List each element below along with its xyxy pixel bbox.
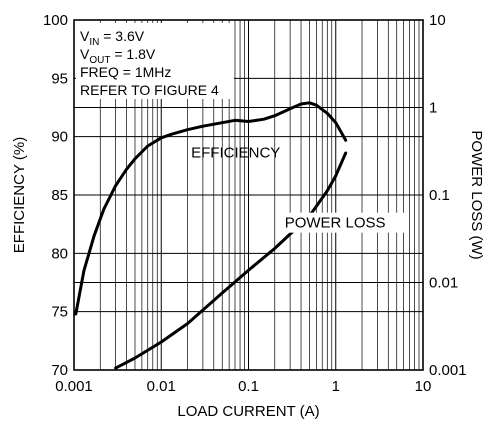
y-axis-label-left: EFFICIENCY (%) — [11, 137, 28, 253]
series-layer — [74, 101, 348, 370]
tick-labels: 0.001 0.01 0.1 1 10 70 75 80 85 90 95 100 0.001 0.01 0… — [43, 12, 467, 395]
y-right-tick-label: 0.1 — [429, 187, 450, 204]
y-left-tick-label: 70 — [51, 362, 68, 379]
y-left-tick-label: 75 — [51, 304, 68, 321]
x-axis-label: LOAD CURRENT (A) — [177, 403, 319, 420]
power-loss-line — [114, 151, 348, 370]
series-label-power-loss: POWER LOSS — [285, 215, 386, 232]
y-left-tick-label: 85 — [51, 187, 68, 204]
y-right-tick-label: 0.01 — [429, 275, 458, 292]
series-label-background — [281, 212, 407, 233]
y-left-tick-label: 95 — [51, 70, 68, 87]
y-axis-label-right: POWER LOSS (W) — [468, 130, 485, 259]
conditions-box: VIN = 3.6V VOUT = 1.8V FREQ = 1MHz REFER… — [76, 23, 234, 99]
y-right-tick-label: 10 — [429, 12, 446, 29]
x-tick-label: 1 — [332, 378, 340, 395]
x-tick-label: 0.001 — [55, 378, 93, 395]
condition-vin: VIN = 3.6V — [80, 28, 145, 48]
x-tick-label: 0.01 — [147, 378, 176, 395]
series-label-efficiency: EFFICIENCY — [191, 145, 280, 162]
condition-figure-ref: REFER TO FIGURE 4 — [80, 82, 219, 98]
y-right-tick-label: 1 — [429, 100, 437, 117]
series-labels: EFFICIENCY POWER LOSS — [191, 145, 407, 233]
y-right-tick-label: 0.001 — [429, 362, 467, 379]
x-tick-label: 0.1 — [238, 378, 259, 395]
efficiency-line — [74, 101, 348, 316]
y-left-tick-label: 100 — [43, 12, 68, 29]
condition-freq: FREQ = 1MHz — [80, 64, 171, 80]
y-left-tick-label: 90 — [51, 129, 68, 146]
condition-vout: VOUT = 1.8V — [80, 46, 156, 66]
y-left-tick-label: 80 — [51, 245, 68, 262]
x-tick-label: 10 — [415, 378, 432, 395]
conditions-background — [76, 23, 234, 99]
plot-frame — [73, 19, 424, 371]
